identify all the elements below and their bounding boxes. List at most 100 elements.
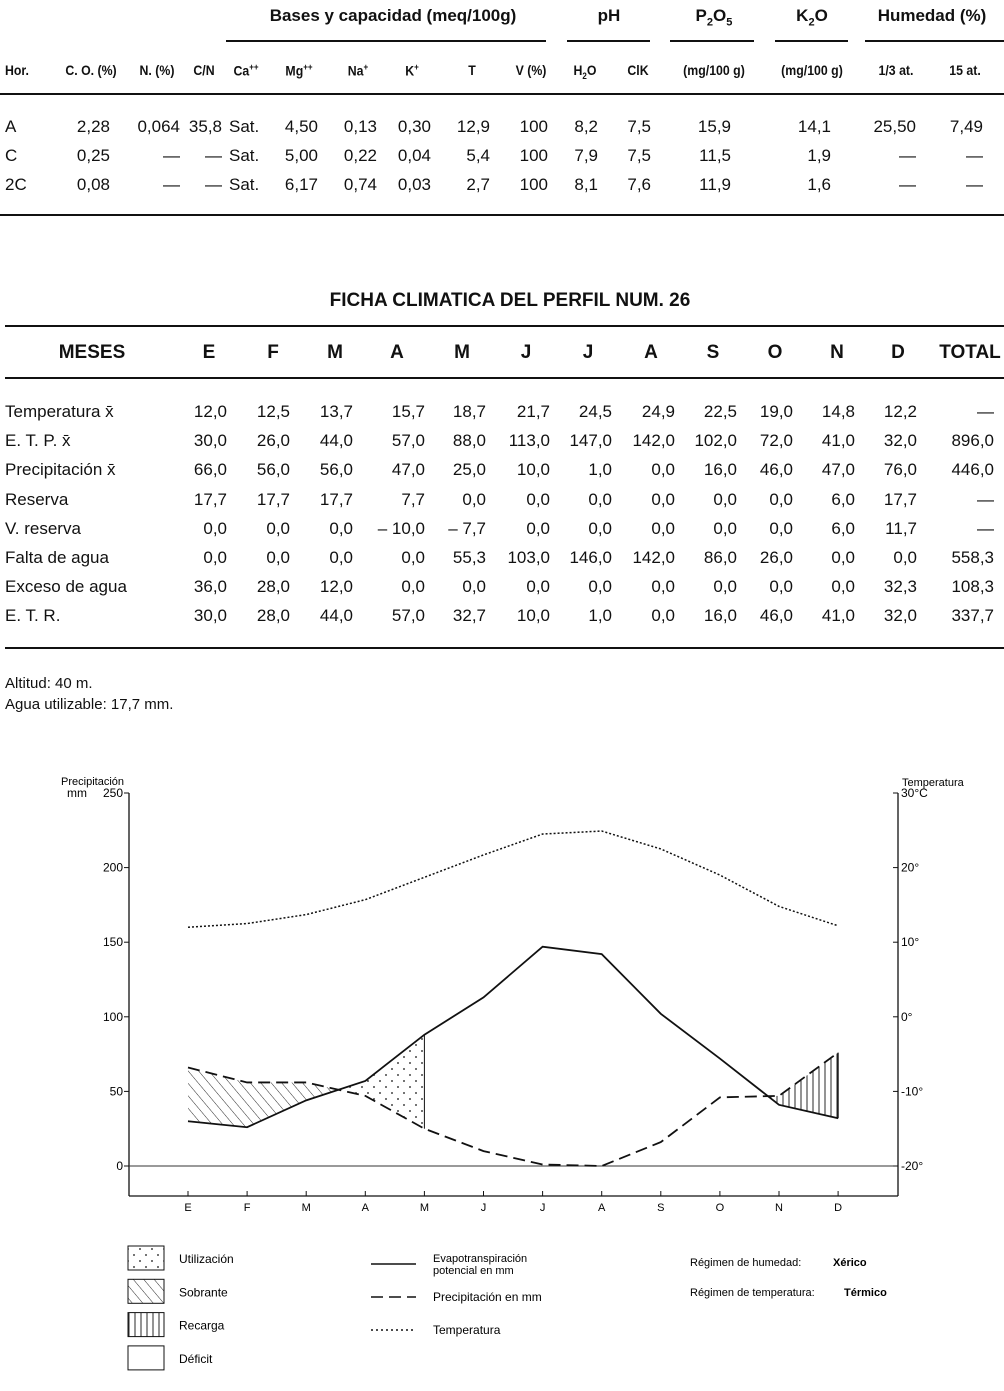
subscript: 2: [582, 70, 587, 81]
right-tick-label: 0°: [901, 1010, 913, 1024]
table-cell: 0,0: [651, 518, 675, 538]
table-cell: 86,0: [703, 548, 737, 567]
month-label: S: [657, 1202, 664, 1214]
month-label: M: [420, 1202, 429, 1214]
table-cell: 2,7: [466, 175, 490, 194]
legend-swatch-vertical: [127, 1312, 165, 1338]
usable-water-note: Agua utilizable: 17,7 mm.: [5, 696, 174, 713]
table-cell: 558,3: [951, 548, 994, 567]
table-cell: 0,0: [588, 518, 612, 538]
column-header: Na+: [305, 62, 411, 79]
superscript: +: [414, 62, 419, 72]
table-cell: 0,0: [831, 548, 855, 567]
legend-area-label: Déficit: [179, 1352, 213, 1366]
column-header: F: [267, 342, 279, 363]
table-cell: 108,3: [951, 577, 994, 597]
legend-swatch-none: [127, 1345, 165, 1371]
group-underline: [226, 40, 546, 42]
table-cell: 0,0: [526, 489, 550, 509]
table-cell: 0,0: [203, 518, 227, 538]
table-cell: 11,9: [699, 175, 731, 194]
row-label: Temperatura x̄: [5, 402, 114, 421]
row-label: Reserva: [5, 489, 69, 509]
table-cell: 2C: [5, 175, 27, 194]
table-cell: 0,0: [713, 518, 737, 538]
table-cell: 32,3: [883, 577, 917, 597]
legend-area-label: Utilización: [179, 1252, 234, 1266]
table-cell: 26,0: [759, 548, 793, 567]
table-cell: 0,0: [769, 518, 793, 538]
table-cell: 12,5: [256, 402, 290, 421]
table-cell: 7,5: [627, 117, 651, 136]
header-rule: [0, 93, 1004, 95]
group-label: K: [796, 6, 809, 25]
month-label: O: [716, 1202, 725, 1214]
table-cell: —: [977, 518, 994, 538]
regime-value: Xérico: [833, 1257, 867, 1269]
table-cell: 1,6: [807, 175, 831, 194]
table-cell: 146,0: [569, 548, 612, 567]
table-cell: A: [5, 117, 17, 136]
table-cell: 8,2: [574, 117, 598, 136]
etp-line: [187, 945, 839, 1129]
column-header: K+: [359, 62, 465, 79]
table-cell: Sat.: [229, 146, 260, 165]
table-cell: 18,7: [452, 402, 486, 421]
row-label: E. T. R.: [5, 606, 61, 626]
subscript: 2: [808, 16, 815, 29]
table-cell: 0,0: [651, 606, 675, 626]
column-header: C/N: [151, 62, 257, 78]
column-header: Mg ++: [246, 62, 352, 79]
table-cell: 13,7: [319, 402, 353, 421]
table-cell: 14,1: [797, 117, 831, 136]
left-tick-label: 200: [103, 861, 123, 875]
legend-line-label: Evapotranspiración: [433, 1253, 527, 1265]
legend-line-label-2: potencial en mm: [433, 1265, 514, 1277]
table-cell: 0,0: [329, 518, 353, 538]
table-cell: 56,0: [319, 460, 353, 480]
table-cell: 2,28: [76, 117, 110, 136]
column-header: 15 at.: [912, 62, 1004, 78]
table-cell: 0,0: [401, 577, 425, 597]
column-header: (mg/100 g): [661, 62, 767, 78]
table-cell: 5,4: [466, 146, 490, 165]
column-header: T: [419, 62, 525, 78]
right-axis-label: Temperatura: [902, 777, 965, 789]
table-cell: 25,0: [452, 460, 486, 480]
table-cell: 10,0: [516, 606, 550, 626]
table-cell: 57,0: [391, 606, 425, 626]
table-cell: 0,0: [266, 518, 290, 538]
left-tick-label: 250: [103, 786, 123, 800]
row-label: E. T. P. x̄: [5, 431, 71, 451]
table-cell: 896,0: [951, 431, 994, 451]
group-header: Bases y capacidad (meq/100g): [243, 6, 543, 26]
table-cell: 0,0: [713, 577, 737, 597]
right-tick-label: 10°: [901, 935, 919, 949]
left-tick-label: 0: [116, 1159, 123, 1173]
table-cell: 47,0: [821, 460, 855, 480]
table-cell: 32,0: [883, 606, 917, 626]
column-header: J: [520, 342, 532, 363]
table-cell: 30,0: [193, 431, 227, 451]
table-cell: 41,0: [821, 606, 855, 626]
table-cell: 24,9: [641, 402, 675, 421]
table-cell: Sat.: [229, 117, 260, 136]
group-header: K2O: [662, 6, 962, 28]
group-underline: [670, 40, 754, 42]
table-cell: 76,0: [883, 460, 917, 480]
table-cell: 0,0: [651, 460, 675, 480]
group-header: pH: [459, 6, 759, 26]
column-header: (mg/100 g): [759, 62, 865, 78]
table-cell: 0,0: [651, 489, 675, 509]
group-underline: [567, 40, 650, 42]
table-cell: 0,0: [526, 577, 550, 597]
subscript: 2: [706, 16, 714, 29]
recarga-area: [767, 1052, 839, 1119]
left-axis-unit: mm: [67, 786, 87, 800]
header-text: Mg: [285, 62, 304, 79]
legend-area-label: Recarga: [179, 1319, 225, 1333]
table-cell: 7,9: [574, 146, 598, 165]
superscript: ++: [249, 62, 259, 72]
column-header: H2O: [532, 62, 638, 81]
table-cell: 16,0: [703, 606, 737, 626]
